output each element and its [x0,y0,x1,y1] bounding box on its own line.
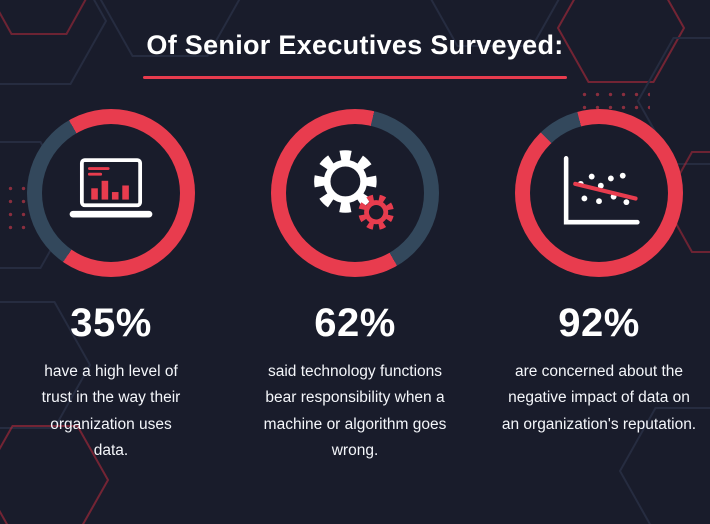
small-gear [358,194,394,231]
stat-card-trust: 35% have a high level of trust in the wa… [0,109,222,464]
donut-hole [530,124,668,262]
chart-axes [563,156,640,225]
laptop-base [69,210,153,218]
donut-hole [286,124,424,262]
stat-percent: 92% [558,301,640,345]
laptop-bar-chart-icon [69,158,153,218]
title-underline [143,76,567,79]
donut-hole [42,124,180,262]
bar-2 [101,180,109,200]
bar-1 [91,188,98,200]
bar-4 [122,185,129,200]
stat-description: said technology functions bear responsib… [263,363,447,460]
donut-chart-92 [515,109,683,277]
stat-card-reputation: 92% are concerned about the negative imp… [488,109,710,464]
scatter-plot-decline-icon [563,156,640,225]
stat-card-technology: 62% said technology functions bear respo… [244,109,466,464]
header: Of Senior Executives Surveyed: [0,0,710,79]
trend-line-down [573,181,638,201]
large-gear [314,150,377,213]
bar-3 [111,192,119,200]
laptop-screen [79,158,143,208]
stats-row: 35% have a high level of trust in the wa… [0,109,710,464]
gears-icon [314,150,394,231]
donut-chart-62 [271,109,439,277]
stat-description: have a high level of trust in the way th… [41,363,181,460]
page-title: Of Senior Executives Surveyed: [146,30,564,60]
stat-description: are concerned about the negative impact … [501,363,697,433]
stat-percent: 62% [314,301,396,345]
stat-percent: 35% [70,301,152,345]
donut-chart-35 [27,109,195,277]
